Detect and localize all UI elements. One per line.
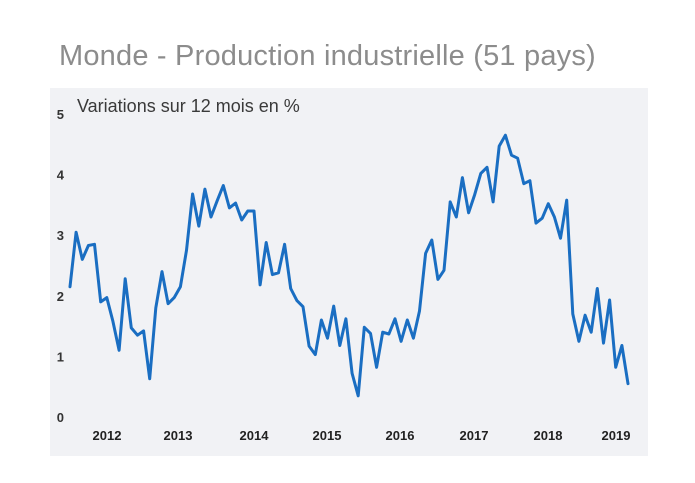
y-axis: 0 1 2 3 4 5 [57, 107, 65, 425]
series-line [68, 133, 630, 398]
x-tick-label: 2018 [534, 428, 563, 443]
x-tick-label: 2016 [386, 428, 415, 443]
y-tick-label: 5 [57, 107, 64, 122]
y-tick-label: 1 [57, 349, 64, 364]
y-tick-label: 4 [57, 168, 65, 183]
plot-area [50, 88, 648, 456]
x-tick-label: 2014 [240, 428, 270, 443]
y-tick-label: 3 [57, 228, 64, 243]
x-tick-label: 2012 [93, 428, 122, 443]
chart-subtitle: Variations sur 12 mois en % [77, 96, 300, 116]
x-tick-label: 2013 [164, 428, 193, 443]
series-group [68, 133, 630, 398]
x-tick-label: 2017 [460, 428, 489, 443]
y-tick-label: 2 [57, 289, 64, 304]
x-tick-label: 2015 [313, 428, 342, 443]
x-axis: 2012 2013 2014 2015 2016 2017 2018 2019 [93, 428, 631, 443]
x-tick-label: 2019 [602, 428, 631, 443]
y-tick-label: 0 [57, 410, 64, 425]
chart-title: Monde - Production industrielle (51 pays… [59, 40, 596, 72]
